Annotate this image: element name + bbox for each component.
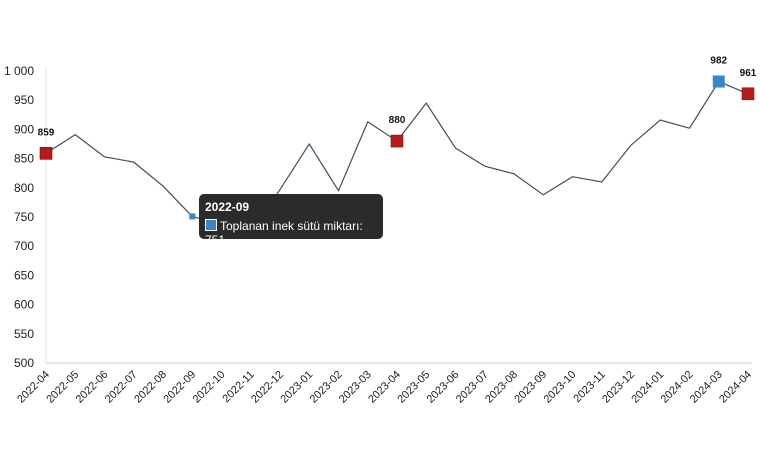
y-tick-label: 600 (14, 298, 34, 312)
y-tick-label: 900 (14, 122, 34, 136)
hover-point (189, 213, 196, 220)
tooltip: 2022-09 Toplanan inek sütü miktarı: 751 (199, 194, 383, 247)
data-label: 961 (740, 68, 757, 79)
series-line (45, 80, 749, 235)
series-swatch-icon (205, 219, 217, 231)
tooltip-text: Toplanan inek sütü miktarı: 751 (205, 219, 363, 247)
highlight-marker (741, 87, 755, 101)
y-tick-label: 950 (14, 93, 34, 107)
tooltip-title: 2022-09 (205, 200, 250, 214)
y-tick-label: 800 (14, 181, 34, 195)
x-tick-label: 2022-10 (191, 369, 228, 406)
y-tick-label: 1 000 (4, 64, 34, 78)
data-label: 880 (389, 115, 406, 126)
x-tick-label: 2023-10 (542, 369, 579, 406)
highlight-marker (390, 134, 404, 148)
y-tick-label: 500 (14, 356, 34, 370)
y-tick-label: 850 (14, 152, 34, 166)
data-label: 859 (38, 127, 55, 138)
highlight-marker (39, 147, 53, 160)
data-label: 982 (710, 56, 727, 67)
x-tick-label: 2024-04 (717, 369, 754, 406)
highlight-marker (712, 75, 725, 88)
y-tick-label: 550 (14, 327, 34, 341)
y-tick-label: 700 (14, 239, 34, 253)
y-tick-label: 650 (14, 268, 34, 282)
y-tick-label: 750 (14, 210, 34, 224)
